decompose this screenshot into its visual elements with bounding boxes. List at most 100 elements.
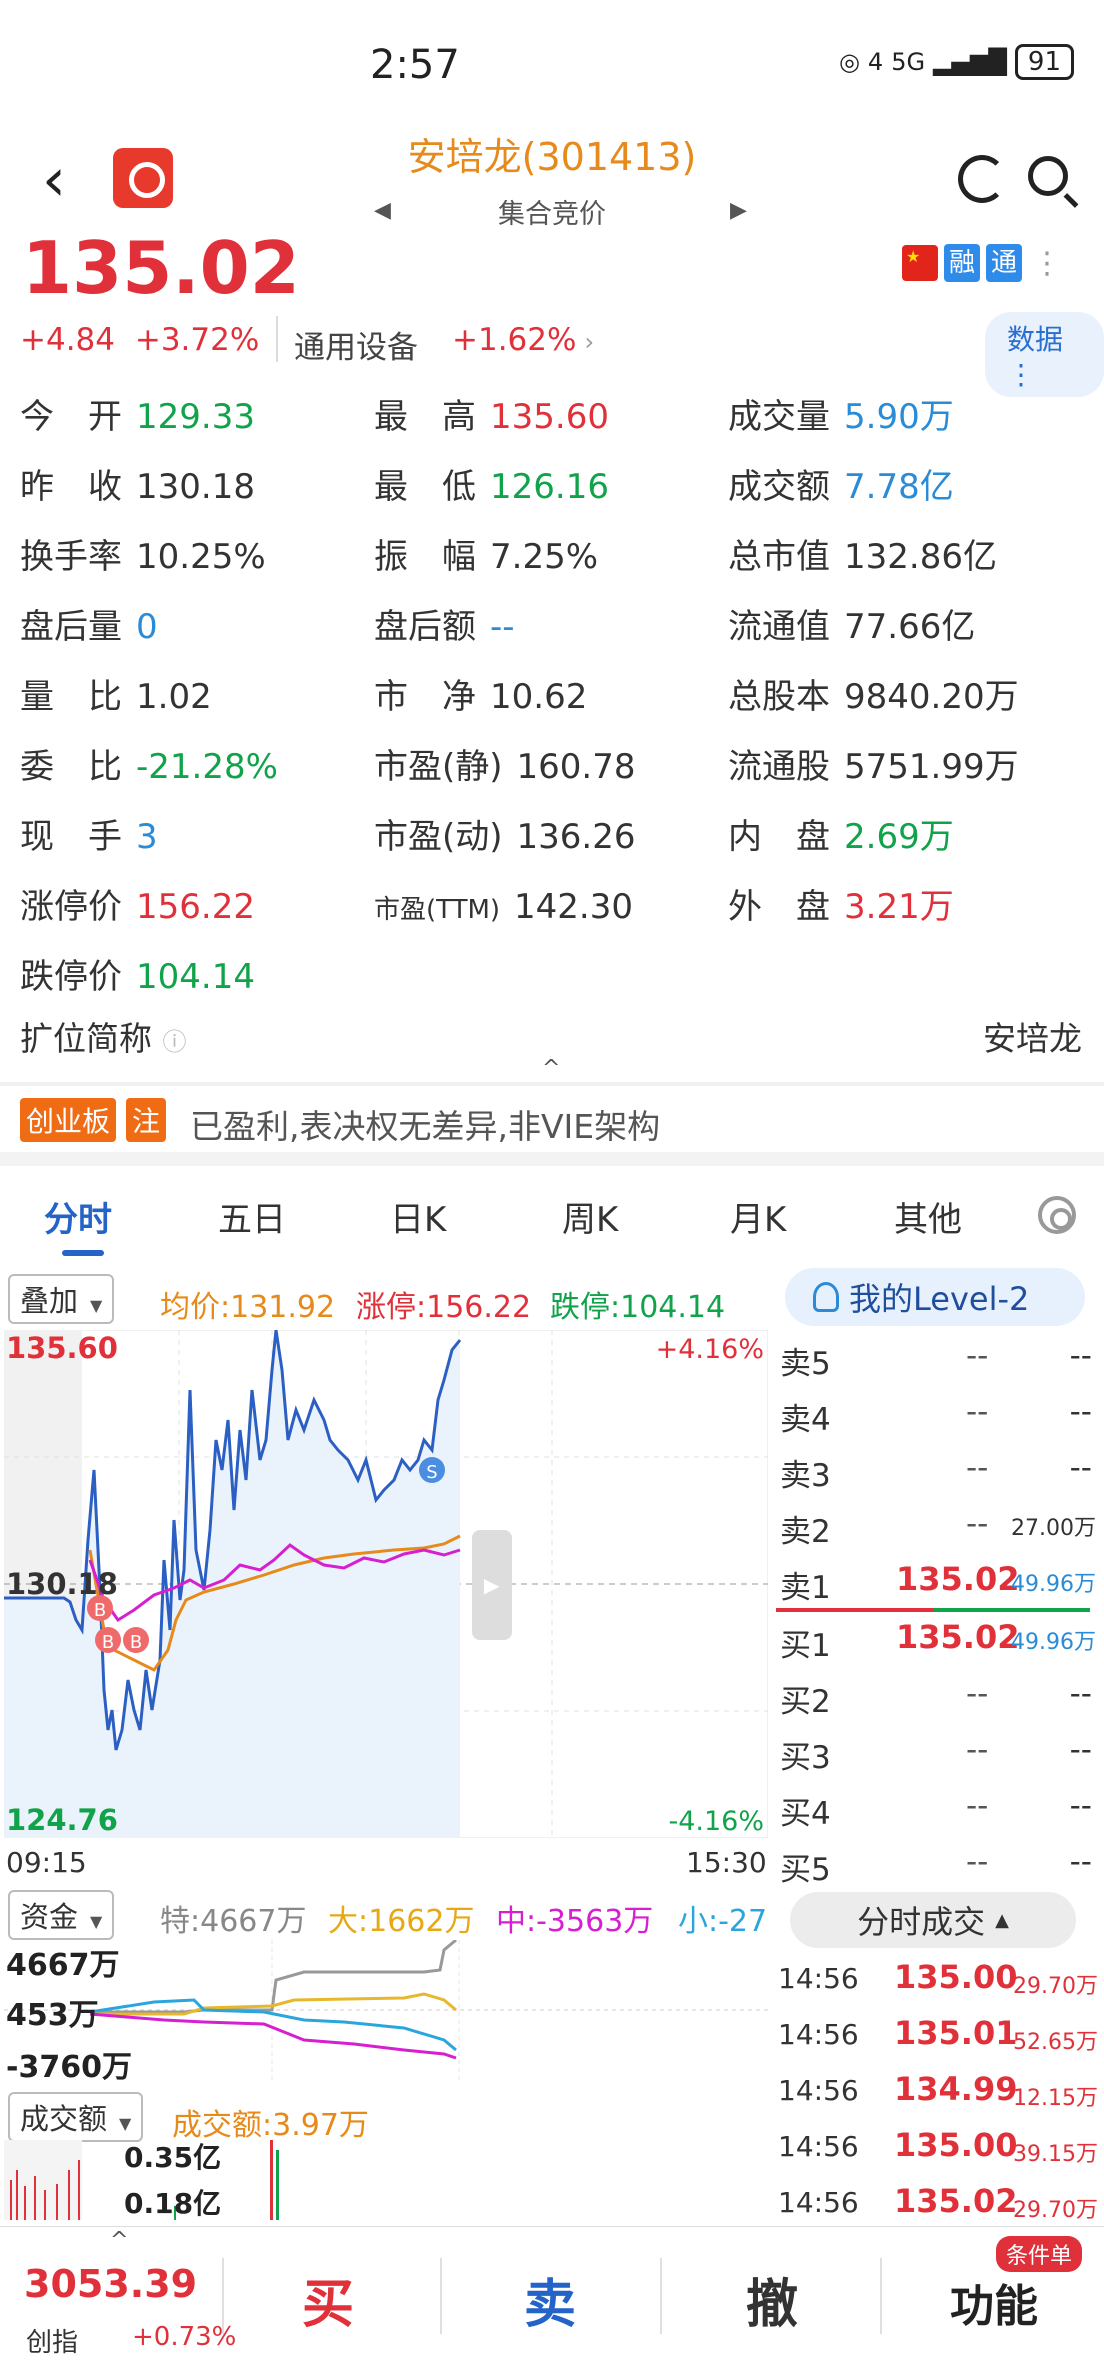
stat-item: 总股本 9840.20万 [728, 672, 1019, 722]
trade-volume: 12.15万 [1013, 2086, 1098, 2111]
function-button[interactable]: 功能 [950, 2281, 1038, 2332]
sector-change[interactable]: +1.62% › [452, 322, 595, 358]
refresh-icon[interactable] [958, 155, 1006, 203]
order-book-row[interactable]: 买2 -- -- [776, 1668, 1100, 1724]
stat-item: 最 低 126.16 [374, 462, 609, 512]
order-price: -- [966, 1844, 989, 1880]
index-value[interactable]: 3053.39 [24, 2262, 198, 2306]
separator [0, 1152, 1104, 1166]
stat-item: 振 幅 7.25% [374, 532, 598, 582]
stat-label: 盘后额 [374, 607, 476, 647]
trade-row: 14:56 134.99 12.15万 [778, 2062, 1098, 2118]
order-book-row[interactable]: 卖2 -- 27.00万 [776, 1498, 1100, 1554]
trade-detail-toggle[interactable]: 分时成交 ▲ [790, 1892, 1076, 1948]
index-expand-caret-icon[interactable]: ^ [110, 2228, 129, 2253]
stat-value: 7.25% [490, 537, 599, 577]
expanded-name-label: 扩位简称 ⓘ [20, 1019, 187, 1058]
volume-label: 成交额:3.97万 [172, 2108, 369, 2143]
stat-item: 市 净 10.62 [374, 672, 587, 722]
order-book-row[interactable]: 买5 -- -- [776, 1836, 1100, 1892]
gear-icon[interactable] [1038, 1196, 1076, 1234]
fund-dropdown[interactable]: 资金 ▼ [8, 1890, 115, 1940]
order-level: 买5 [780, 1852, 831, 1888]
stat-value: 10.62 [490, 677, 588, 717]
divider [660, 2258, 662, 2334]
order-level: 卖5 [780, 1346, 831, 1382]
fund-medium: 中:-3563万 [496, 1904, 654, 1939]
next-stock-arrow-icon[interactable]: ▶ [730, 198, 747, 223]
company-notice[interactable]: 已盈利,表决权无差异,非VIE架构 [190, 1107, 661, 1146]
stat-item: 市盈(TTM) 142.30 [374, 882, 633, 935]
signal-sub: 4 [867, 48, 884, 76]
stat-item: 跌停价 104.14 [20, 952, 255, 1002]
expand-handle [472, 1530, 512, 1640]
back-icon[interactable]: ‹ [42, 145, 66, 215]
tab-weekly-k[interactable]: 周K [562, 1200, 619, 1240]
search-icon[interactable] [1028, 156, 1068, 196]
svg-text:B: B [102, 1632, 114, 1653]
sell-button[interactable]: 卖 [524, 2275, 577, 2335]
stat-label: 涨停价 [20, 887, 122, 927]
stat-label: 总市值 [728, 537, 830, 577]
order-volume: -- [1069, 1788, 1092, 1824]
stat-label: 市盈(动) [374, 817, 503, 857]
tab-five-day[interactable]: 五日 [218, 1200, 286, 1240]
app-logo[interactable] [113, 148, 173, 208]
tab-intraday[interactable]: 分时 [44, 1200, 112, 1240]
stat-label: 成交量 [728, 397, 830, 437]
stat-label: 流通股 [728, 747, 830, 787]
stat-value: 5.90万 [844, 397, 954, 437]
svg-text:S: S [426, 1462, 437, 1483]
stat-label: 昨 收 [20, 467, 122, 507]
trade-price: 135.01 [894, 2014, 1018, 2052]
prev-stock-arrow-icon[interactable]: ◀ [374, 198, 391, 223]
stat-label: 现 手 [20, 817, 122, 857]
order-volume: -- [1069, 1338, 1092, 1374]
tab-daily-k[interactable]: 日K [390, 1200, 447, 1240]
cancel-button[interactable]: 撤 [746, 2275, 799, 2335]
stat-item: 盘后量 0 [20, 602, 158, 652]
sector-name[interactable]: 通用设备 [294, 330, 418, 366]
stat-item: 今 开 129.33 [20, 392, 255, 442]
stat-label: 盘后量 [20, 607, 122, 647]
stat-item: 委 比 -21.28% [20, 742, 278, 792]
trade-row: 14:56 135.00 39.15万 [778, 2118, 1098, 2174]
stat-item: 现 手 3 [20, 812, 158, 862]
divider [276, 316, 278, 362]
order-book-row[interactable]: 买1 135.02 49.96万 [776, 1612, 1100, 1668]
badge-connect[interactable]: 通 [986, 244, 1023, 282]
intraday-chart[interactable]: B B B S ▶ 135.60 130.18 124.76 +4.16% -4… [4, 1330, 768, 1838]
stat-item: 总市值 132.86亿 [728, 532, 997, 582]
conditional-order-badge[interactable]: 条件单 [996, 2236, 1083, 2272]
fund-y-top: 4667万 [6, 1948, 120, 1983]
level2-button[interactable]: 我的Level-2 [785, 1268, 1085, 1326]
order-price: -- [966, 1788, 989, 1824]
trade-time: 14:56 [778, 2186, 859, 2219]
overlay-dropdown[interactable]: 叠加 ▼ [8, 1274, 115, 1324]
stat-label: 跌停价 [20, 957, 122, 997]
more-icon[interactable]: ⋮ [1032, 245, 1063, 281]
data-button[interactable]: 数据 ⋮ [985, 312, 1104, 397]
stat-value: 160.78 [516, 747, 636, 787]
order-book-row[interactable]: 买3 -- -- [776, 1724, 1100, 1780]
order-book-row[interactable]: 买4 -- -- [776, 1780, 1100, 1836]
order-book-row[interactable]: 卖1 135.02 49.96万 [776, 1554, 1100, 1610]
trade-row: 14:56 135.02 29.70万 [778, 2174, 1098, 2230]
tab-other[interactable]: 其他 [894, 1200, 962, 1240]
active-tab-indicator [62, 1250, 104, 1256]
hotspot-icon: ◎ [838, 48, 860, 76]
volume-dropdown[interactable]: 成交额 ▼ [8, 2092, 144, 2142]
stat-label: 流通值 [728, 607, 830, 647]
collapse-caret-icon[interactable]: ^ [542, 1056, 561, 1081]
buy-button[interactable]: 买 [302, 2275, 355, 2335]
battery-icon: 91 [1014, 44, 1074, 80]
order-book-row[interactable]: 卖5 -- -- [776, 1330, 1100, 1386]
order-book-row[interactable]: 卖3 -- -- [776, 1442, 1100, 1498]
order-level: 买4 [780, 1796, 831, 1832]
tab-monthly-k[interactable]: 月K [730, 1200, 787, 1240]
board-tag: 创业板 [20, 1098, 117, 1142]
badge-margin[interactable]: 融 [944, 244, 981, 282]
china-flag-icon [902, 245, 938, 281]
order-book-row[interactable]: 卖4 -- -- [776, 1386, 1100, 1442]
stat-item: 市盈(静) 160.78 [374, 742, 636, 792]
